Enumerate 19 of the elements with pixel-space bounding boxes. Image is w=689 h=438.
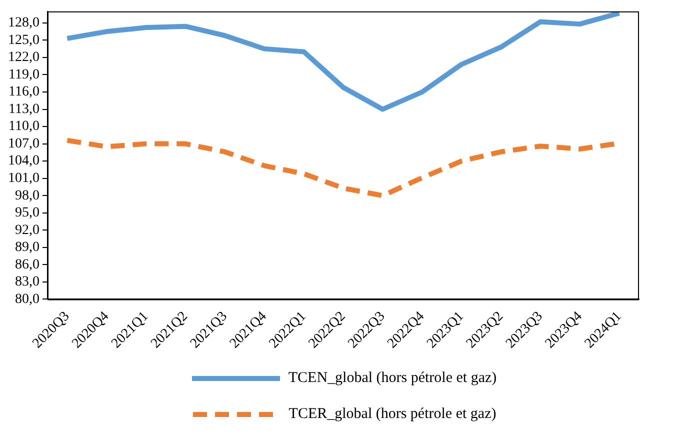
y-tick-label: 110,0 — [8, 119, 40, 134]
y-tick-label: 98,0 — [15, 188, 40, 204]
legend-label: TCEN_global (hors pétrole et gaz) — [288, 370, 497, 386]
y-tick-label: 80,0 — [15, 292, 40, 307]
y-tick-label: 128,0 — [8, 16, 40, 31]
y-tick-label: 116,0 — [8, 84, 40, 100]
y-tick-label: 92,0 — [15, 222, 40, 238]
y-tick-label: 83,0 — [15, 274, 40, 290]
y-tick-label: 113,0 — [8, 102, 40, 117]
y-tick-label: 107,0 — [8, 136, 40, 152]
y-tick-label: 104,0 — [8, 154, 40, 169]
y-tick-label: 119,0 — [8, 67, 40, 82]
legend-label: TCER_global (hors pétrole et gaz) — [288, 406, 496, 422]
y-tick-label: 125,0 — [8, 32, 40, 48]
y-tick-label: 95,0 — [15, 206, 40, 221]
y-tick-label: 86,0 — [15, 257, 40, 272]
y-tick-label: 101,0 — [8, 171, 40, 186]
y-tick-label: 89,0 — [15, 240, 40, 256]
y-tick-label: 122,0 — [8, 50, 40, 66]
